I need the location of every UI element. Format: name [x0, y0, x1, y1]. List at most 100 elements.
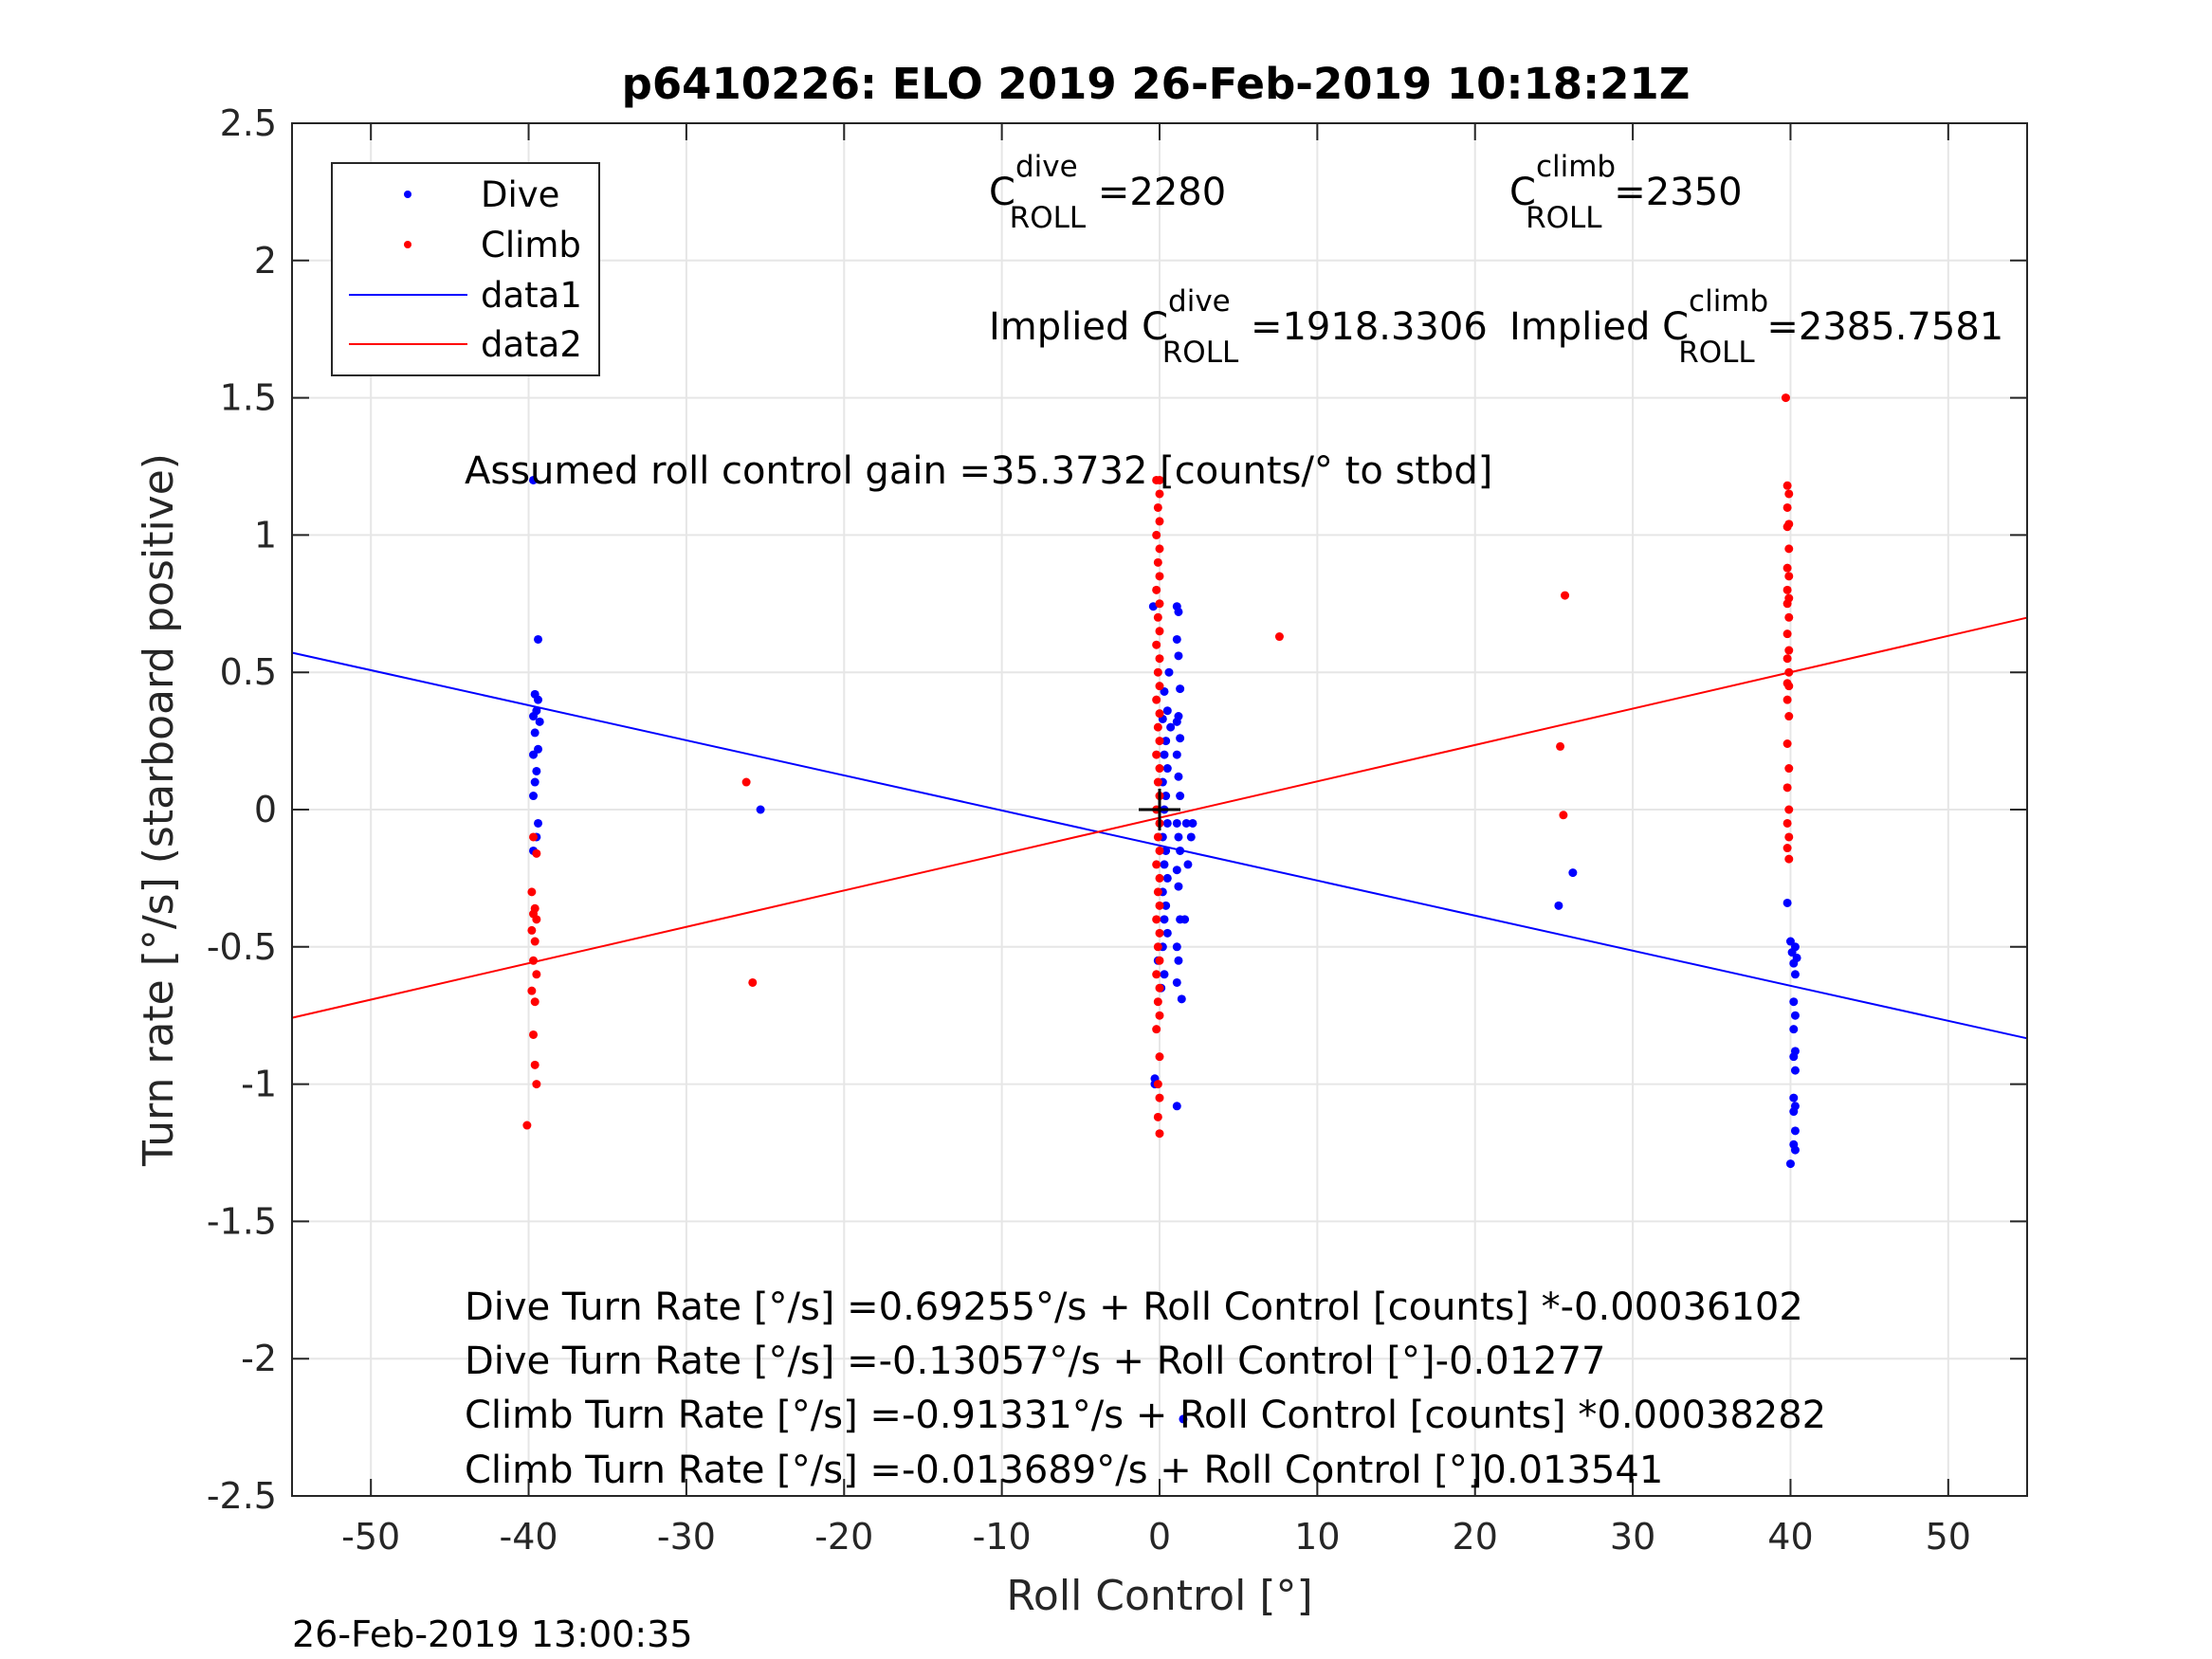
dive-point	[1183, 860, 1193, 869]
climb-point	[1781, 393, 1790, 403]
legend-box	[331, 162, 600, 376]
dive-point	[1162, 706, 1172, 716]
climb-point	[1784, 544, 1794, 554]
implied-c-roll-climb-annotation: Implied Cclimb ROLL =2385.7581	[1509, 284, 2003, 370]
climb-point	[1782, 695, 1792, 704]
dive-point	[1161, 792, 1171, 801]
dive-point	[1162, 928, 1172, 938]
x-tick-label: -40	[500, 1516, 558, 1558]
climb-point	[1155, 682, 1164, 691]
dive-point	[1172, 717, 1181, 726]
dive-point	[1160, 860, 1169, 869]
dive-point	[1790, 1011, 1800, 1020]
dive-point	[1166, 722, 1176, 732]
dive-point	[1174, 832, 1183, 842]
legend-climb-label: Climb	[481, 225, 581, 265]
legend-dive-label: Dive	[481, 174, 559, 215]
dive-point	[756, 805, 765, 814]
climb-point	[1153, 557, 1162, 567]
climb-point	[1782, 629, 1792, 639]
dive-point	[1176, 734, 1185, 743]
climb-point	[1784, 805, 1794, 814]
climb-point	[1152, 530, 1161, 539]
climb-point	[1155, 1011, 1164, 1020]
dive-point	[1174, 607, 1183, 616]
x-tick-label: 0	[1148, 1516, 1171, 1558]
climb-point	[1155, 654, 1164, 664]
dive-point	[1789, 1107, 1799, 1117]
climb-point	[1153, 667, 1162, 677]
climb-fit-degrees-equation: Climb Turn Rate [°/s] =-0.013689°/s + Ro…	[465, 1449, 1663, 1492]
climb-point	[1152, 750, 1161, 759]
dive-point	[534, 818, 543, 828]
y-tick-label: -0.5	[207, 926, 277, 968]
y-tick-label: 1	[254, 514, 277, 556]
dive-point	[1554, 901, 1563, 910]
climb-point	[1152, 970, 1161, 979]
climb-point	[522, 1121, 532, 1130]
dive-point	[529, 475, 539, 484]
climb-point	[1155, 846, 1164, 855]
climb-point	[530, 937, 539, 946]
climb-point	[1784, 612, 1794, 622]
dive-point	[1782, 898, 1792, 907]
dive-point	[1176, 846, 1185, 855]
climb-point	[1153, 1080, 1162, 1089]
climb-point	[1782, 585, 1792, 594]
climb-point	[1155, 1052, 1164, 1062]
dive-point	[1164, 667, 1174, 677]
climb-point	[1155, 928, 1164, 938]
dive-point	[1790, 970, 1800, 979]
climb-point	[1155, 764, 1164, 774]
climb-point	[1155, 599, 1164, 609]
dive-point	[1172, 818, 1181, 828]
legend-dive-marker	[404, 191, 411, 198]
data-points	[522, 393, 1801, 1424]
climb-point	[1153, 612, 1162, 622]
dive-point	[1162, 764, 1172, 774]
dive-point	[1789, 958, 1799, 968]
climb-point	[741, 777, 751, 787]
climb-point	[1152, 640, 1161, 649]
dive-point	[1162, 873, 1172, 883]
climb-point	[1155, 737, 1164, 746]
dive-point	[1186, 832, 1196, 842]
climb-point	[1784, 489, 1794, 499]
legend: Dive Climb data1 data2	[331, 162, 600, 376]
dive-point	[1789, 1093, 1799, 1103]
climb-point	[1155, 901, 1164, 910]
climb-point	[1153, 887, 1162, 897]
climb-point	[1784, 832, 1794, 842]
climb-point	[527, 986, 537, 995]
dive-fit-counts-equation: Dive Turn Rate [°/s] =0.69255°/s + Roll …	[465, 1285, 1803, 1329]
dive-point	[1790, 1126, 1800, 1136]
plot-frame	[291, 122, 2028, 1497]
climb-point	[530, 997, 539, 1007]
climb-point	[1152, 1025, 1161, 1034]
climb-point	[1784, 764, 1794, 774]
dive-point	[1174, 882, 1183, 891]
dive-point	[1162, 818, 1172, 828]
dive-point	[1172, 866, 1181, 875]
dive-point	[529, 712, 539, 721]
x-tick-label: 30	[1610, 1516, 1655, 1558]
dive-point	[534, 634, 543, 644]
climb-point	[1153, 997, 1162, 1007]
climb-point	[1784, 646, 1794, 655]
climb-point	[1152, 475, 1161, 484]
dive-point	[1161, 846, 1171, 855]
dive-point	[1177, 994, 1186, 1004]
dive-point	[529, 750, 539, 759]
y-tick-label: -2	[241, 1338, 277, 1379]
climb-point	[1153, 1112, 1162, 1121]
legend-data2-label: data2	[481, 324, 582, 365]
climb-point	[1155, 544, 1164, 554]
climb-point	[1784, 854, 1794, 864]
dive-point	[1790, 1066, 1800, 1075]
legend-data1-label: data1	[481, 275, 582, 316]
climb-point	[748, 977, 758, 987]
climb-point	[1155, 873, 1164, 883]
climb-point	[1782, 654, 1792, 664]
x-tick-label: -50	[341, 1516, 400, 1558]
climb-point	[527, 887, 537, 897]
